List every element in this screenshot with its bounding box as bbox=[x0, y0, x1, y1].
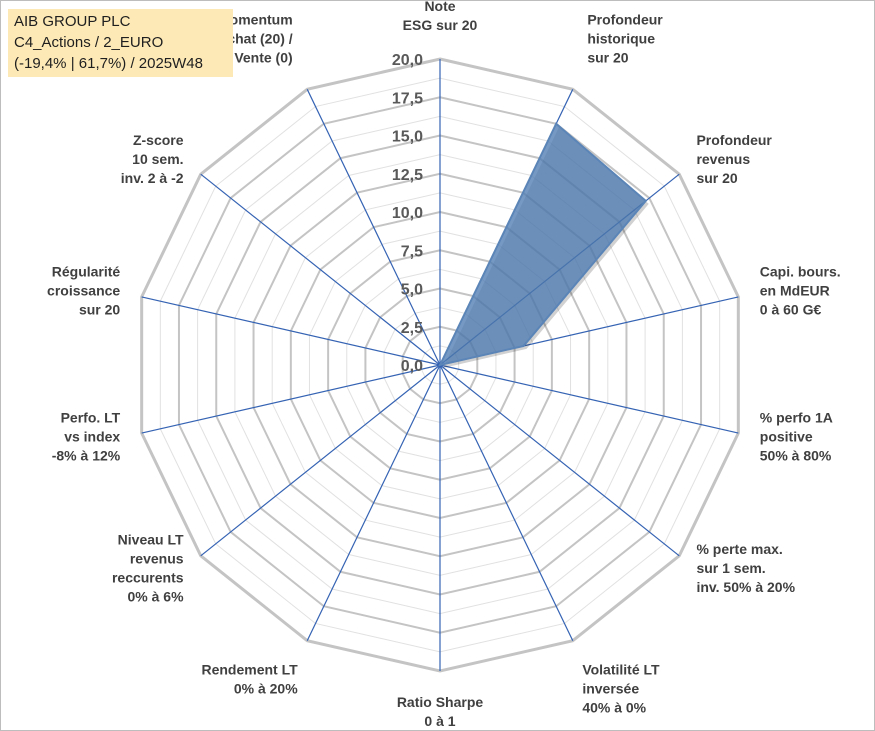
axis-label: Perfo. LT vs index -8% à 12% bbox=[52, 409, 121, 463]
tick-layer: 0,0 2,5 5,0 7,5 10,0 12,5 15,0 17,5 20,0 bbox=[392, 52, 423, 375]
tick-label: 12,5 bbox=[392, 167, 423, 184]
axis-label: Ratio Sharpe 0 à 1 bbox=[397, 694, 484, 729]
axis-spoke bbox=[306, 364, 441, 641]
series-layer bbox=[438, 122, 649, 368]
chart-title-box: AIB GROUP PLC C4_Actions / 2_EURO (-19,4… bbox=[8, 9, 233, 77]
tick-label: 20,0 bbox=[392, 52, 423, 69]
title-company: AIB GROUP PLC bbox=[14, 13, 131, 30]
axis-label-layer: Note ESG sur 20 Profondeur historique sur 20… bbox=[47, 0, 841, 729]
tick-label: 5,0 bbox=[401, 282, 423, 299]
axis-spoke bbox=[439, 364, 574, 641]
axis-label: Niveau LT revenus reccurents 0% à 6% bbox=[112, 532, 184, 605]
axis-spoke bbox=[439, 364, 739, 434]
axis-label: Rendement LT 0% à 20% bbox=[201, 662, 298, 697]
title-period: (-19,4% | 61,7%) / 2025W48 bbox=[14, 55, 203, 72]
axis-spoke bbox=[141, 364, 441, 434]
title-category: C4_Actions / 2_EURO bbox=[14, 34, 164, 51]
axis-label: Profondeur revenus sur 20 bbox=[696, 132, 772, 186]
axis-spoke bbox=[200, 173, 441, 366]
axis-label: Volatilité LT inversée 40% à 0% bbox=[582, 662, 660, 716]
tick-label: 2,5 bbox=[401, 320, 423, 337]
axis-label: Capi. bours. en MdEUR 0 à 60 G€ bbox=[760, 264, 841, 318]
tick-label: 15,0 bbox=[392, 129, 423, 146]
axis-label: % perte max. sur 1 sem. inv. 50% à 20% bbox=[696, 541, 795, 595]
tick-label: 17,5 bbox=[392, 90, 423, 107]
axis-label: Z-score 10 sem. inv. 2 à -2 bbox=[121, 132, 184, 186]
axis-label: Profondeur historique sur 20 bbox=[587, 11, 663, 65]
axis-label: Note ESG sur 20 bbox=[403, 0, 478, 33]
axis-spoke bbox=[439, 364, 680, 557]
axis-label: Momentum Achat (20) / Vente (0) bbox=[217, 11, 293, 65]
axis-label: % perfo 1A positive 50% à 80% bbox=[760, 409, 833, 463]
axis-spoke bbox=[306, 89, 441, 366]
axis-spoke bbox=[141, 296, 441, 366]
series-area bbox=[438, 122, 648, 367]
axis-spoke bbox=[200, 364, 441, 557]
tick-label: 0,0 bbox=[401, 358, 423, 375]
tick-label: 10,0 bbox=[392, 205, 423, 222]
tick-label: 7,5 bbox=[401, 243, 423, 260]
axis-label: Régularité croissance sur 20 bbox=[47, 264, 120, 318]
